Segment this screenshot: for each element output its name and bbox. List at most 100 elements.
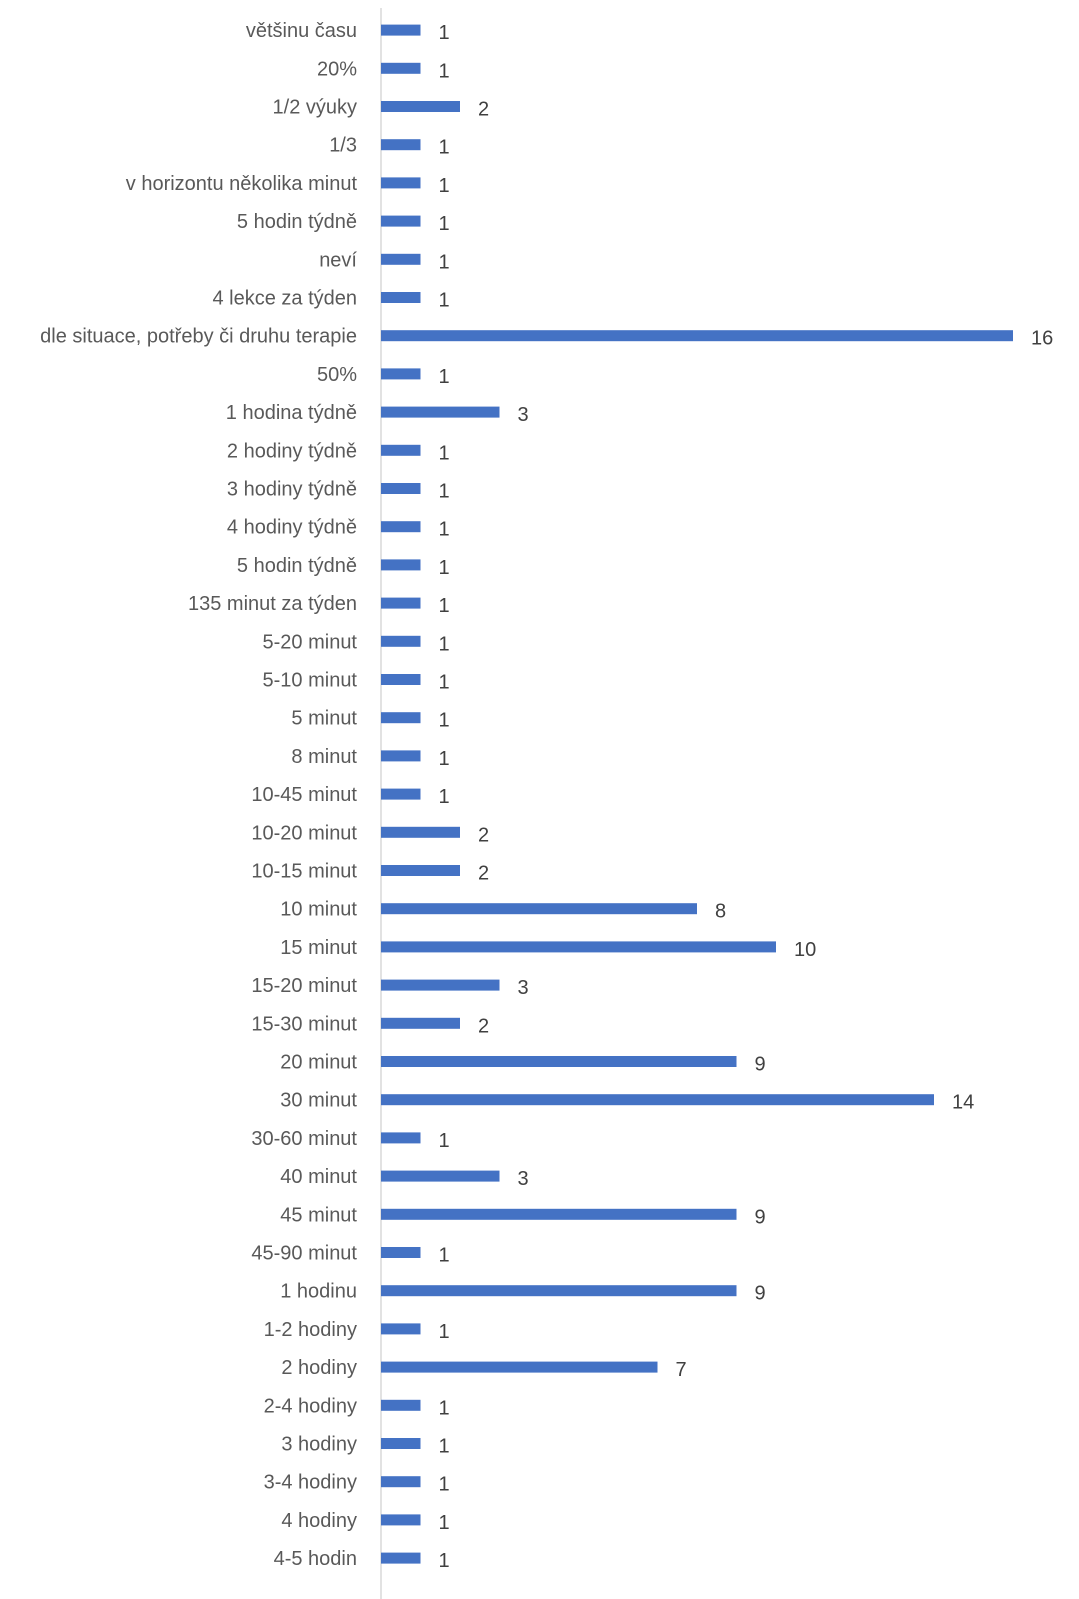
category-label: 15 minut <box>280 937 357 959</box>
bar <box>381 1361 658 1373</box>
category-label: 3 hodiny <box>281 1434 357 1456</box>
value-label: 2 <box>478 824 489 846</box>
bar <box>381 1438 421 1449</box>
category-label: 40 minut <box>280 1166 357 1188</box>
value-label: 1 <box>439 481 450 503</box>
value-label: 9 <box>755 1283 766 1305</box>
category-label: 1/3 <box>329 135 357 157</box>
value-label: 1 <box>439 519 450 541</box>
category-label: 1 hodinu <box>280 1281 357 1303</box>
bar <box>381 674 421 685</box>
category-label: většinu času <box>246 20 357 42</box>
bar <box>381 101 460 112</box>
category-label: 30 minut <box>280 1090 357 1112</box>
category-label: 4 hodiny týdně <box>227 517 357 539</box>
value-label: 1 <box>439 748 450 770</box>
category-label: 10 minut <box>280 899 357 921</box>
value-label: 3 <box>518 977 529 999</box>
bar <box>381 1056 737 1067</box>
value-label: 1 <box>439 1130 450 1152</box>
category-label: 2 hodiny <box>281 1357 357 1379</box>
category-label: 3-4 hodiny <box>264 1472 357 1494</box>
bar <box>381 177 421 189</box>
bar <box>381 712 421 724</box>
category-label: neví <box>319 249 357 271</box>
value-label: 1 <box>439 251 450 273</box>
value-label: 2 <box>478 99 489 121</box>
category-label: 5 minut <box>291 708 357 730</box>
bar <box>381 826 460 838</box>
value-label: 1 <box>439 175 450 197</box>
bar <box>381 1132 421 1144</box>
bar <box>381 444 421 456</box>
bar <box>381 368 421 380</box>
value-label: 1 <box>439 595 450 617</box>
value-label: 1 <box>439 137 450 159</box>
value-label: 14 <box>952 1092 974 1114</box>
bar <box>381 1476 421 1488</box>
category-label: 1 hodina týdně <box>226 402 357 424</box>
value-label: 1 <box>439 1436 450 1458</box>
bar <box>381 1514 421 1526</box>
bar <box>381 979 500 991</box>
category-label: 10-20 minut <box>251 822 357 844</box>
category-label: 50% <box>317 364 357 386</box>
bar <box>381 483 421 494</box>
bar <box>381 1399 421 1411</box>
bar <box>381 1094 934 1106</box>
category-label: 4 lekce za týden <box>212 288 357 310</box>
category-label: 10-15 minut <box>251 861 357 883</box>
bar <box>381 139 421 151</box>
value-label: 1 <box>439 366 450 388</box>
bar <box>381 62 421 74</box>
value-label: 1 <box>439 786 450 808</box>
value-label: 1 <box>439 1321 450 1343</box>
category-label: dle situace, potřeby či druhu terapie <box>40 326 357 348</box>
bar <box>381 406 500 418</box>
value-label: 9 <box>755 1054 766 1076</box>
category-label: 5-10 minut <box>263 670 358 692</box>
value-label: 1 <box>439 1397 450 1419</box>
bar <box>381 1552 421 1564</box>
category-label: 2-4 hodiny <box>264 1395 357 1417</box>
category-label: 20 minut <box>280 1052 357 1074</box>
category-label: 15-20 minut <box>251 975 357 997</box>
value-label: 1 <box>439 1550 450 1572</box>
value-label: 1 <box>439 633 450 655</box>
bar <box>381 903 697 915</box>
value-label: 1 <box>439 1512 450 1534</box>
value-label: 1 <box>439 60 450 82</box>
bar <box>381 330 1013 342</box>
category-label: 1/2 výuky <box>273 97 357 119</box>
category-label: 3 hodiny týdně <box>227 479 357 501</box>
bar <box>381 1170 500 1182</box>
value-label: 1 <box>439 672 450 694</box>
value-label: 7 <box>676 1359 687 1381</box>
bar <box>381 24 421 36</box>
bar <box>381 597 421 609</box>
value-label: 1 <box>439 442 450 464</box>
category-label: 20% <box>317 58 357 80</box>
value-label: 16 <box>1031 328 1053 350</box>
value-label: 1 <box>439 1474 450 1496</box>
bar <box>381 1017 460 1029</box>
value-label: 9 <box>755 1206 766 1228</box>
bars-group <box>381 24 1013 1564</box>
value-label: 3 <box>518 404 529 426</box>
value-label: 8 <box>715 901 726 923</box>
bar <box>381 559 421 571</box>
category-label: 5 hodin týdně <box>237 555 357 577</box>
value-label: 3 <box>518 1168 529 1190</box>
category-labels-group: většinu času 20% 1/2 výuky 1/3 v horizontu n… <box>40 20 357 1570</box>
bar <box>381 635 421 647</box>
category-label: 5 hodin týdně <box>237 211 357 233</box>
value-label: 2 <box>478 863 489 885</box>
bar <box>381 941 776 953</box>
bar <box>381 253 421 265</box>
bar <box>381 1285 737 1297</box>
bar <box>381 521 421 533</box>
category-label: 30-60 minut <box>251 1128 357 1150</box>
category-label: 135 minut za týden <box>188 593 357 615</box>
bar <box>381 1208 737 1220</box>
